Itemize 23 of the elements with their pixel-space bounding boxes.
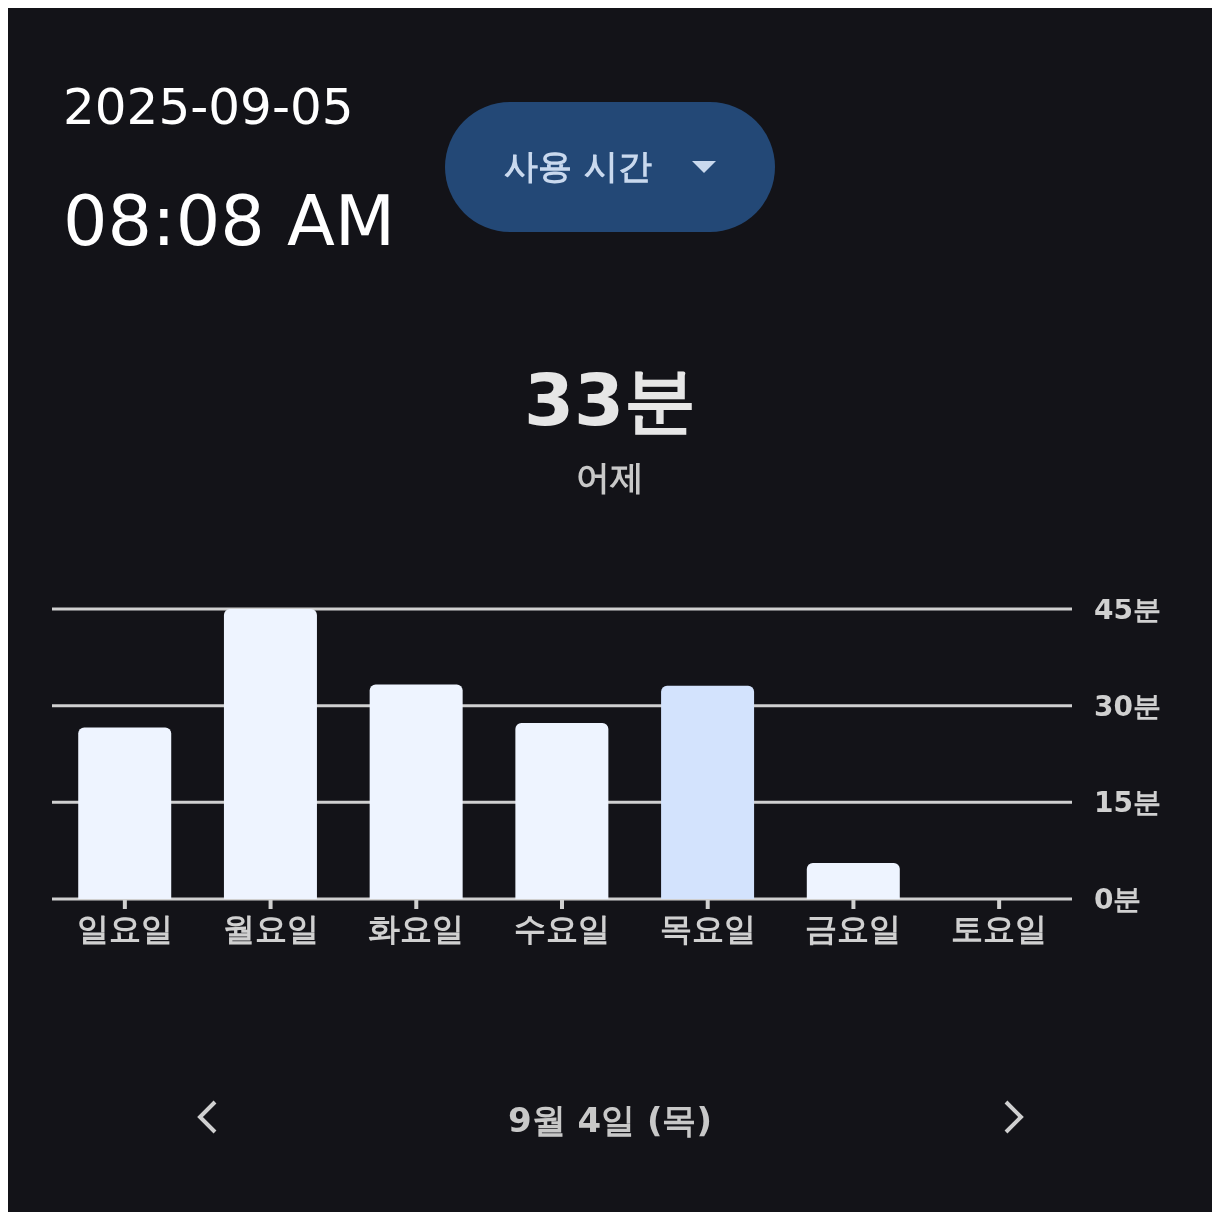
x-tick-label: 금요일	[805, 909, 902, 948]
text: 9월 4일 (목)	[506, 1099, 714, 1142]
text: 사용 시간	[504, 145, 652, 188]
x-tick-label: 수요일	[514, 909, 610, 948]
chart-subtitle: 어제	[575, 456, 645, 499]
bar	[515, 723, 609, 899]
bar	[806, 862, 900, 899]
bar	[369, 684, 463, 899]
text: 08:08 AM	[63, 180, 396, 262]
bar	[223, 609, 317, 899]
y-tick-label: 15분	[1094, 786, 1161, 820]
y-tick-label: 45분	[1094, 592, 1161, 626]
x-tick-label: 월요일	[222, 909, 319, 948]
x-tick-label: 토요일	[951, 909, 1048, 948]
y-tick-label: 0분	[1094, 882, 1142, 916]
x-tick-label: 목요일	[659, 909, 756, 948]
text: 2025-09-05	[63, 78, 354, 136]
y-tick-label: 30분	[1094, 689, 1161, 723]
x-tick-label: 화요일	[368, 909, 465, 948]
x-tick-label: 일요일	[76, 909, 173, 948]
bar	[661, 685, 755, 899]
bar	[78, 727, 172, 899]
chart-title: 33분	[522, 357, 698, 444]
